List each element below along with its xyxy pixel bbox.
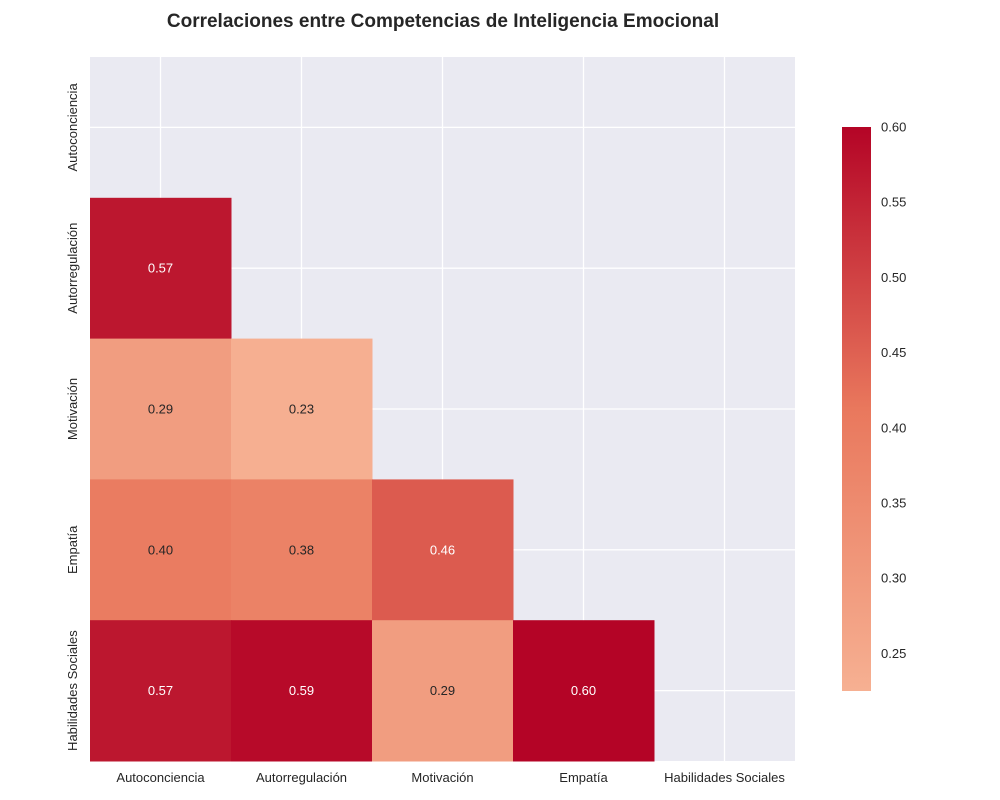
colorbar-tick-label: 0.35 <box>881 496 906 511</box>
heatmap-cell <box>231 620 373 762</box>
cell-value-label: 0.29 <box>148 402 173 417</box>
x-tick-label: Motivación <box>411 770 473 785</box>
cell-value-label: 0.23 <box>289 402 314 417</box>
colorbar-tick-label: 0.30 <box>881 571 906 586</box>
heatmap-cell <box>231 338 373 480</box>
x-tick-label: Autoconciencia <box>116 770 205 785</box>
colorbar-tick-label: 0.60 <box>881 120 906 135</box>
heatmap-cell <box>90 197 232 340</box>
y-tick-label: Autorregulación <box>65 223 80 314</box>
heatmap-cell <box>513 620 655 762</box>
colorbar-tick-label: 0.50 <box>881 270 906 285</box>
y-tick-label: Empatía <box>65 525 80 574</box>
colorbar <box>842 127 871 691</box>
y-tick-label: Motivación <box>65 378 80 440</box>
heatmap-cell <box>372 479 514 621</box>
heatmap-cell <box>90 620 232 762</box>
colorbar-tick-label: 0.45 <box>881 345 906 360</box>
x-tick-label: Habilidades Sociales <box>664 770 785 785</box>
cell-value-label: 0.40 <box>148 542 173 557</box>
colorbar-tick-label: 0.55 <box>881 195 906 210</box>
cell-value-label: 0.57 <box>148 683 173 698</box>
cell-value-label: 0.60 <box>571 683 596 698</box>
heatmap-cell <box>90 479 232 621</box>
colorbar-tick-label: 0.40 <box>881 420 906 435</box>
y-tick-label: Habilidades Sociales <box>65 630 80 751</box>
x-tick-label: Empatía <box>559 770 608 785</box>
chart-title: Correlaciones entre Competencias de Inte… <box>166 11 720 32</box>
x-tick-label: Autorregulación <box>256 770 347 785</box>
cell-value-label: 0.59 <box>289 683 314 698</box>
colorbar-tick-label: 0.25 <box>881 646 906 661</box>
cell-value-label: 0.57 <box>148 261 173 276</box>
cell-value-label: 0.29 <box>430 683 455 698</box>
cell-value-label: 0.38 <box>289 542 314 557</box>
heatmap-cell <box>90 338 232 480</box>
heatmap-cell <box>372 620 514 762</box>
heatmap-cell <box>231 479 373 621</box>
cell-value-label: 0.46 <box>430 542 455 557</box>
y-tick-label: Autoconciencia <box>65 83 80 172</box>
